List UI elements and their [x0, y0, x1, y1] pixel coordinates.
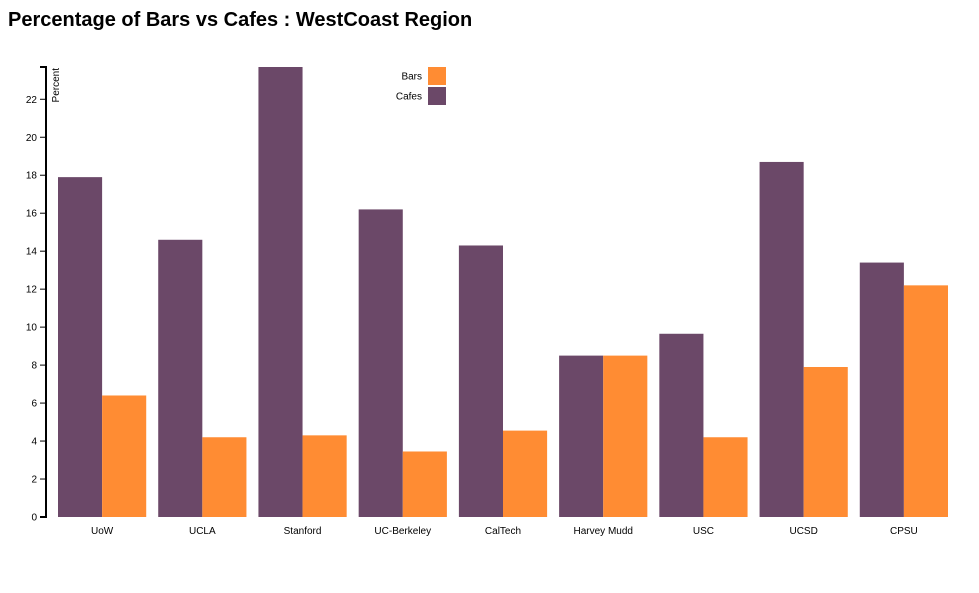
legend-label-bars: Bars [401, 72, 422, 83]
legend-swatch-bars [428, 67, 446, 85]
y-tick-label: 8 [31, 361, 37, 372]
bar-cafes-cpsu [859, 262, 904, 517]
bar-bars-stanford [302, 435, 347, 517]
bar-bars-cpsu [903, 285, 948, 517]
x-tick-label: CPSU [890, 526, 918, 537]
bar-cafes-stanford [258, 67, 303, 517]
x-tick-label: CalTech [485, 526, 521, 537]
y-axis: 0 2 4 6 8 10 12 14 16 18 20 22 [26, 66, 47, 524]
x-tick-label: UC-Berkeley [374, 526, 431, 537]
y-tick-label: 10 [26, 323, 38, 334]
bar-cafes-uc-berkeley [358, 209, 403, 517]
y-tick-label: 2 [31, 475, 37, 486]
bar-cafes-uow [58, 177, 103, 517]
x-tick-label: Harvey Mudd [573, 526, 632, 537]
y-tick-label: 16 [26, 209, 38, 220]
x-axis: UoW UCLA Stanford UC-Berkeley CalTech Harvey … [91, 526, 918, 537]
bar-cafes-harvey-mudd [559, 355, 604, 517]
bar-bars-ucla [202, 437, 247, 517]
bar-cafes-caltech [458, 245, 503, 518]
bars-layer [58, 67, 948, 518]
y-tick-label: 18 [26, 171, 38, 182]
bar-bars-ucsd [803, 367, 848, 517]
x-tick-label: UCLA [189, 526, 216, 537]
chart-title: Percentage of Bars vs Cafes : WestCoast … [8, 9, 473, 31]
y-tick-label: 20 [26, 133, 38, 144]
x-tick-label: UCSD [789, 526, 817, 537]
y-axis-label: Percent [51, 68, 62, 103]
bar-cafes-ucla [158, 239, 203, 517]
y-tick-label: 12 [26, 285, 38, 296]
y-tick-label: 6 [31, 399, 37, 410]
bar-bars-uc-berkeley [402, 451, 447, 517]
legend-label-cafes: Cafes [396, 92, 422, 103]
bar-bars-caltech [503, 430, 548, 517]
legend-swatch-cafes [428, 87, 446, 105]
bar-cafes-ucsd [759, 161, 804, 517]
x-tick-label: USC [693, 526, 714, 537]
y-tick-label: 14 [26, 247, 38, 258]
bar-bars-harvey-mudd [603, 355, 648, 517]
bar-bars-uow [102, 395, 147, 517]
legend: Bars Cafes [396, 67, 446, 105]
bar-cafes-usc [659, 333, 704, 517]
x-tick-label: Stanford [284, 526, 322, 537]
bar-bars-usc [703, 437, 748, 517]
y-tick-label: 0 [31, 513, 37, 524]
y-tick-label: 4 [31, 437, 37, 448]
y-tick-label: 22 [26, 95, 38, 106]
x-tick-label: UoW [91, 526, 114, 537]
y-axis-line [40, 66, 47, 518]
